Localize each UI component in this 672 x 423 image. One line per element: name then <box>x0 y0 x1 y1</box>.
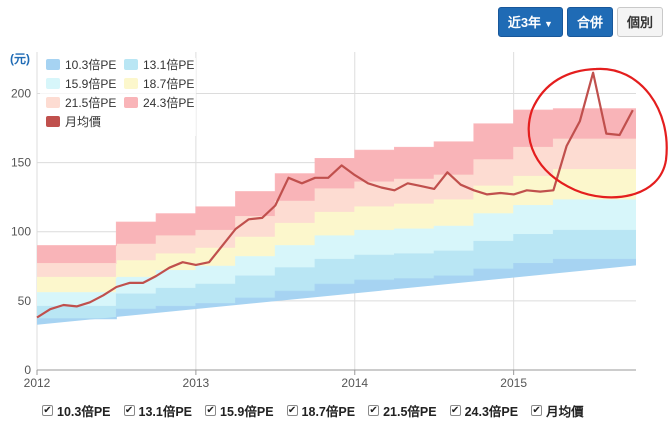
y-tick-label: 50 <box>18 294 32 308</box>
checkbox-checked-icon[interactable]: ✔ <box>531 404 543 416</box>
x-tick-label: 2014 <box>341 376 368 390</box>
pe-band-13.1倍PE <box>37 230 636 319</box>
checkbox-checked-icon[interactable]: ✔ <box>286 404 298 416</box>
legend-background <box>40 58 196 136</box>
pe-band-15.9倍PE <box>37 199 636 307</box>
toggle-pe-21-5[interactable]: ✔ 21.5倍PE <box>368 401 437 420</box>
individual-button[interactable]: 個別 <box>616 7 663 37</box>
checkbox-checked-icon[interactable]: ✔ <box>42 404 53 416</box>
pe-line-13.1倍PE <box>37 229 636 307</box>
price-line-layer <box>36 71 634 319</box>
pe-line-18.7倍PE <box>37 169 636 278</box>
legend-label: 月均價 <box>65 115 101 129</box>
y-tick-label: 200 <box>11 86 31 100</box>
toggle-label: 18.7倍PE <box>301 405 356 419</box>
legend-swatch <box>124 97 138 108</box>
y-tick-label: 150 <box>11 156 31 170</box>
range-label: 近3年 <box>507 15 542 30</box>
legend-swatch <box>124 59 138 70</box>
checkbox-checked-icon[interactable]: ✔ <box>123 404 135 416</box>
toggle-label: 24.3倍PE <box>464 405 519 419</box>
toggle-label: 15.9倍PE <box>220 405 274 419</box>
toggle-label: 月均價 <box>546 405 584 419</box>
toggle-label: 21.5倍PE <box>383 405 437 419</box>
pe-band-10.3倍PE <box>37 259 636 325</box>
toggle-label: 10.3倍PE <box>57 405 111 419</box>
toggle-monthly-price[interactable]: ✔ 月均價 <box>531 401 584 420</box>
legend-label: 10.3倍PE <box>65 57 116 72</box>
legend-label: 15.9倍PE <box>65 76 116 91</box>
x-tick-label: 2012 <box>24 376 51 390</box>
toggle-pe-24-3[interactable]: ✔ 24.3倍PE <box>449 401 519 420</box>
x-tick-label: 2015 <box>500 376 527 390</box>
monthly-price-line <box>36 71 634 319</box>
range-dropdown-button[interactable]: 近3年 ▼ <box>497 7 563 37</box>
legend-swatch <box>124 78 138 89</box>
legend-swatch <box>46 116 60 127</box>
consolidated-button[interactable]: 合併 <box>566 7 613 37</box>
pe-band-areas <box>37 108 636 325</box>
toolbar: 近3年 ▼ 合併 個別 <box>497 7 663 37</box>
pe-band-24.3倍PE <box>37 108 636 264</box>
legend-swatch <box>46 97 60 108</box>
annotation-circle <box>527 67 668 199</box>
legend-label: 18.7倍PE <box>143 76 194 91</box>
checkbox-checked-icon[interactable]: ✔ <box>205 404 217 416</box>
pe-line-10.3倍PE <box>37 258 636 320</box>
y-tick-label: 0 <box>24 363 31 377</box>
checkbox-checked-icon[interactable]: ✔ <box>449 404 461 416</box>
legend-swatch <box>46 78 60 89</box>
toggle-pe-18-7[interactable]: ✔ 18.7倍PE <box>286 401 356 420</box>
legend-swatch <box>46 59 60 70</box>
legend-label: 24.3倍PE <box>143 95 194 110</box>
chart-legend: 10.3倍PE 13.1倍PE 15.9倍PE 18.7倍PE 21.5倍PE 24.3倍… <box>40 57 196 136</box>
caret-down-icon: ▼ <box>544 18 553 29</box>
legend-label: 13.1倍PE <box>143 57 194 72</box>
axes: 0 50 100 150 200 2012 2013 2014 2015 <box>11 86 636 390</box>
series-toggle-list: ✔ 10.3倍PE ✔ 13.1倍PE ✔ 15.9倍PE ✔ 18.7倍PE ✔ 21.… <box>42 401 597 420</box>
pe-band-21.5倍PE <box>37 139 636 278</box>
toggle-pe-10-3[interactable]: ✔ 10.3倍PE <box>42 401 111 420</box>
x-tick-label: 2013 <box>183 376 210 390</box>
y-tick-label: 100 <box>11 225 31 239</box>
legend-label: 21.5倍PE <box>65 95 116 110</box>
checkbox-checked-icon[interactable]: ✔ <box>368 404 380 416</box>
y-axis-label: (元) <box>10 52 30 66</box>
toggle-pe-15-9[interactable]: ✔ 15.9倍PE <box>205 401 274 420</box>
annotation-circle-path <box>527 67 668 199</box>
toggle-pe-13-1[interactable]: ✔ 13.1倍PE <box>123 401 193 420</box>
toggle-label: 13.1倍PE <box>138 405 193 419</box>
pe-band-18.7倍PE <box>37 169 636 293</box>
